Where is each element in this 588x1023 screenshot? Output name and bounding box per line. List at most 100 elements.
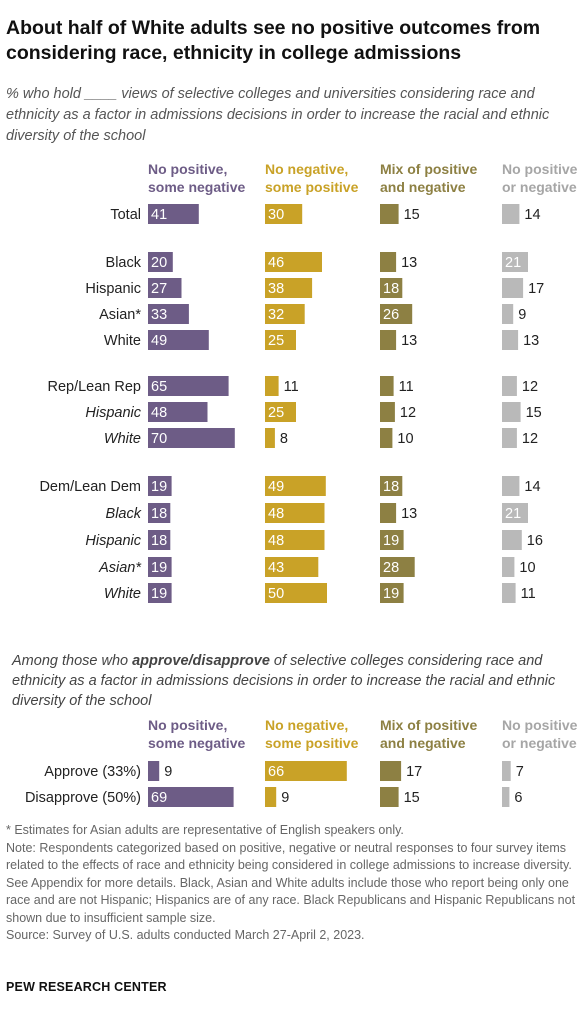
footnote-asian: * Estimates for Asian adults are represe… [6,823,404,837]
value-label-no-positive-some-negative: 33 [151,307,167,323]
value-label-no-positive-or-negative: 10 [519,560,535,576]
value-label-mix-of-positive-and-negative: 28 [383,560,399,576]
value-label-no-positive-some-negative: 27 [151,281,167,297]
value-label-no-negative-some-positive: 46 [268,255,284,271]
bar-no-positive-some-negative [148,376,229,396]
value-label-mix-of-positive-and-negative: 17 [406,764,422,780]
bar-mix-of-positive-and-negative [380,787,399,807]
bar-no-positive-or-negative [502,476,520,496]
value-label-no-negative-some-positive: 38 [268,281,284,297]
value-label-no-positive-or-negative: 14 [524,479,540,495]
value-label-no-positive-or-negative: 16 [527,533,543,549]
value-label-no-positive-or-negative: 11 [521,586,536,602]
value-label-mix-of-positive-and-negative: 15 [404,207,420,223]
bar-mix-of-positive-and-negative [380,428,393,448]
row-label-hispanic: Hispanic [85,405,141,421]
bar-no-negative-some-positive [265,583,327,603]
chart-title: About half of White adults see no positi… [6,17,541,64]
value-label-no-positive-or-negative: 12 [522,379,538,395]
value-label-mix-of-positive-and-negative: 10 [397,431,413,447]
bar-mix-of-positive-and-negative [380,583,404,603]
bar-mix-of-positive-and-negative [380,761,402,781]
value-label-no-negative-some-positive: 49 [268,479,284,495]
column-header-no-negative-some-positive: No negative, some positive [265,161,359,195]
bar-no-positive-some-negative [148,402,208,422]
value-label-no-negative-some-positive: 50 [268,586,284,602]
value-label-no-negative-some-positive: 25 [268,333,284,349]
bar-no-positive-or-negative [502,278,524,298]
chart-subtitle: % who hold ____ views of selective colle… [6,86,550,144]
row-label-rep-lean-rep: Rep/Lean Rep [47,379,141,395]
value-label-mix-of-positive-and-negative: 26 [383,307,399,323]
value-label-mix-of-positive-and-negative: 15 [404,790,420,806]
bar-no-positive-some-negative [148,304,189,324]
value-label-no-positive-or-negative: 21 [505,506,521,522]
value-label-no-positive-some-negative: 9 [164,764,172,780]
value-label-no-positive-some-negative: 48 [151,405,167,421]
bar-no-positive-or-negative [502,557,515,577]
value-label-mix-of-positive-and-negative: 13 [401,506,417,522]
value-label-mix-of-positive-and-negative: 18 [383,281,399,297]
value-label-no-positive-or-negative: 12 [522,431,538,447]
bar-no-negative-some-positive [265,376,279,396]
bar-no-negative-some-positive [265,787,277,807]
value-label-no-negative-some-positive: 30 [268,207,284,223]
value-label-no-positive-or-negative: 7 [516,764,524,780]
value-label-no-positive-or-negative: 15 [526,405,542,421]
value-label-no-negative-some-positive: 48 [268,506,284,522]
bar-no-positive-some-negative [148,476,172,496]
bar-no-positive-some-negative [148,428,235,448]
value-label-mix-of-positive-and-negative: 19 [383,586,399,602]
bar-no-positive-or-negative [502,376,517,396]
bar-no-positive-or-negative [502,761,511,781]
bar-no-positive-some-negative [148,557,172,577]
value-label-no-positive-or-negative: 14 [524,207,540,223]
value-label-no-positive-some-negative: 70 [151,431,167,447]
bar-mix-of-positive-and-negative [380,476,403,496]
row-label-white: White [104,586,141,602]
column-header-no-positive-or-negative: No positive or negative [502,161,578,195]
bar-no-negative-some-positive [265,252,322,272]
bar-no-positive-some-negative [148,583,172,603]
column-header-no-positive-some-negative: No positive, some negative [148,161,245,195]
row-label-approve-33: Approve (33%) [44,764,141,780]
bar-mix-of-positive-and-negative [380,402,395,422]
value-label-no-positive-or-negative: 9 [518,307,526,323]
bar-no-negative-some-positive [265,761,347,781]
bar-no-positive-some-negative [148,503,171,523]
bar-no-negative-some-positive [265,503,325,523]
value-label-no-positive-some-negative: 18 [151,506,167,522]
bar-mix-of-positive-and-negative [380,503,397,523]
bar-no-positive-or-negative [502,787,510,807]
value-label-no-positive-some-negative: 19 [151,479,167,495]
bar-no-negative-some-positive [265,428,275,448]
value-label-mix-of-positive-and-negative: 13 [401,333,417,349]
value-label-mix-of-positive-and-negative: 12 [400,405,416,421]
value-label-mix-of-positive-and-negative: 18 [383,479,399,495]
footnotes: * Estimates for Asian adults are represe… [6,822,584,945]
row-label-total: Total [110,207,141,223]
value-label-no-positive-some-negative: 65 [151,379,167,395]
footnote-note: Note: Respondents categorized based on p… [6,840,576,925]
bar-mix-of-positive-and-negative [380,304,413,324]
value-label-no-positive-or-negative: 13 [523,333,539,349]
bar-no-positive-some-negative [148,330,209,350]
bar-no-negative-some-positive [265,278,313,298]
bar-mix-of-positive-and-negative [380,530,404,550]
row-label-white: White [104,431,141,447]
bar-no-positive-or-negative [502,204,520,224]
row-label-black: Black [106,255,142,271]
bar-no-positive-some-negative [148,252,173,272]
note-text-before: Among those who [12,653,133,669]
row-label-dem-lean-dem: Dem/Lean Dem [39,479,141,495]
value-label-no-positive-some-negative: 18 [151,533,167,549]
bar-no-positive-or-negative [502,304,514,324]
value-label-no-positive-some-negative: 19 [151,586,167,602]
column-header-no-negative-some-positive: No negative, some positive [265,717,359,751]
bar-no-negative-some-positive [265,330,296,350]
value-label-no-positive-or-negative: 21 [505,255,521,271]
bar-mix-of-positive-and-negative [380,330,397,350]
bar-no-negative-some-positive [265,557,319,577]
value-label-no-positive-or-negative: 6 [514,790,522,806]
bar-no-positive-or-negative [502,428,517,448]
